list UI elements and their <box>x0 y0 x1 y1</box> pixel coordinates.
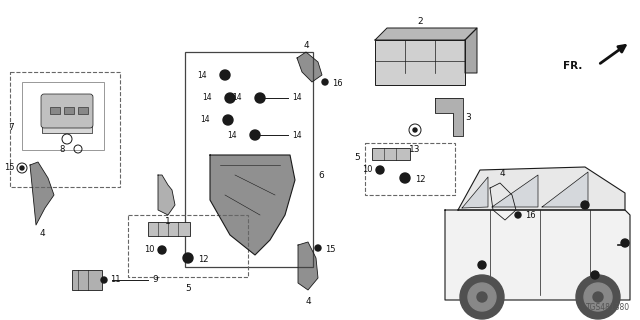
Circle shape <box>478 261 486 269</box>
Text: 8: 8 <box>60 145 65 154</box>
Text: 15: 15 <box>325 245 335 254</box>
Circle shape <box>20 166 24 170</box>
Text: 1: 1 <box>165 218 171 227</box>
Text: 5: 5 <box>185 284 191 293</box>
Bar <box>22 82 104 150</box>
Text: 16: 16 <box>332 78 342 87</box>
Text: 6: 6 <box>318 171 324 180</box>
Text: 12: 12 <box>415 175 426 185</box>
Polygon shape <box>30 162 54 225</box>
Circle shape <box>101 277 107 283</box>
Text: 4: 4 <box>499 169 505 178</box>
Bar <box>372 148 410 160</box>
Text: 11: 11 <box>110 276 120 284</box>
Bar <box>78 107 88 114</box>
Circle shape <box>477 292 487 302</box>
Polygon shape <box>492 175 538 207</box>
Circle shape <box>593 292 603 302</box>
Polygon shape <box>158 175 175 215</box>
Circle shape <box>322 79 328 85</box>
Polygon shape <box>297 52 322 82</box>
Text: 4: 4 <box>305 298 311 307</box>
FancyBboxPatch shape <box>41 94 93 128</box>
Circle shape <box>413 128 417 132</box>
Text: 14: 14 <box>232 93 242 102</box>
Circle shape <box>591 271 599 279</box>
Text: 4: 4 <box>303 41 309 50</box>
Text: 15: 15 <box>4 164 15 172</box>
Circle shape <box>621 239 629 247</box>
Polygon shape <box>465 28 477 73</box>
Bar <box>375 40 465 85</box>
Circle shape <box>223 115 233 125</box>
Polygon shape <box>210 155 295 255</box>
Text: TGS481380: TGS481380 <box>586 303 630 312</box>
Polygon shape <box>542 172 588 207</box>
Bar <box>148 222 190 236</box>
Bar <box>50 107 60 114</box>
Bar <box>72 270 102 290</box>
Text: FR.: FR. <box>563 61 582 71</box>
Circle shape <box>220 70 230 80</box>
Text: 14: 14 <box>292 131 301 140</box>
Text: 10: 10 <box>145 245 155 254</box>
Text: 14: 14 <box>227 131 237 140</box>
Circle shape <box>225 93 235 103</box>
Circle shape <box>515 212 521 218</box>
Circle shape <box>158 246 166 254</box>
Text: 7: 7 <box>8 124 14 132</box>
Polygon shape <box>298 242 318 290</box>
Circle shape <box>255 93 265 103</box>
Polygon shape <box>435 98 463 136</box>
Text: 9: 9 <box>152 276 157 284</box>
Polygon shape <box>445 210 630 300</box>
Polygon shape <box>375 28 477 40</box>
Text: 2: 2 <box>417 18 423 27</box>
Circle shape <box>460 275 504 319</box>
Circle shape <box>315 245 321 251</box>
Polygon shape <box>462 177 488 208</box>
Text: 10: 10 <box>362 165 373 174</box>
Text: 3: 3 <box>465 114 471 123</box>
Polygon shape <box>458 167 625 210</box>
Polygon shape <box>42 95 92 133</box>
Text: 12: 12 <box>198 255 209 265</box>
Circle shape <box>581 201 589 209</box>
Circle shape <box>400 173 410 183</box>
Circle shape <box>468 283 496 311</box>
Bar <box>185 52 313 267</box>
Bar <box>64 107 74 114</box>
Circle shape <box>183 253 193 263</box>
Circle shape <box>250 130 260 140</box>
Text: 4: 4 <box>39 229 45 238</box>
Text: 14: 14 <box>197 70 207 79</box>
Text: 14: 14 <box>202 93 212 102</box>
Text: 13: 13 <box>409 145 420 154</box>
Polygon shape <box>490 183 516 220</box>
Circle shape <box>576 275 620 319</box>
Bar <box>128 215 248 277</box>
Text: 14: 14 <box>292 93 301 102</box>
Text: 14: 14 <box>200 116 210 124</box>
Text: 16: 16 <box>525 212 536 220</box>
Text: 5: 5 <box>355 154 360 163</box>
Bar <box>10 72 120 187</box>
Circle shape <box>376 166 384 174</box>
Bar <box>365 143 455 195</box>
Circle shape <box>584 283 612 311</box>
